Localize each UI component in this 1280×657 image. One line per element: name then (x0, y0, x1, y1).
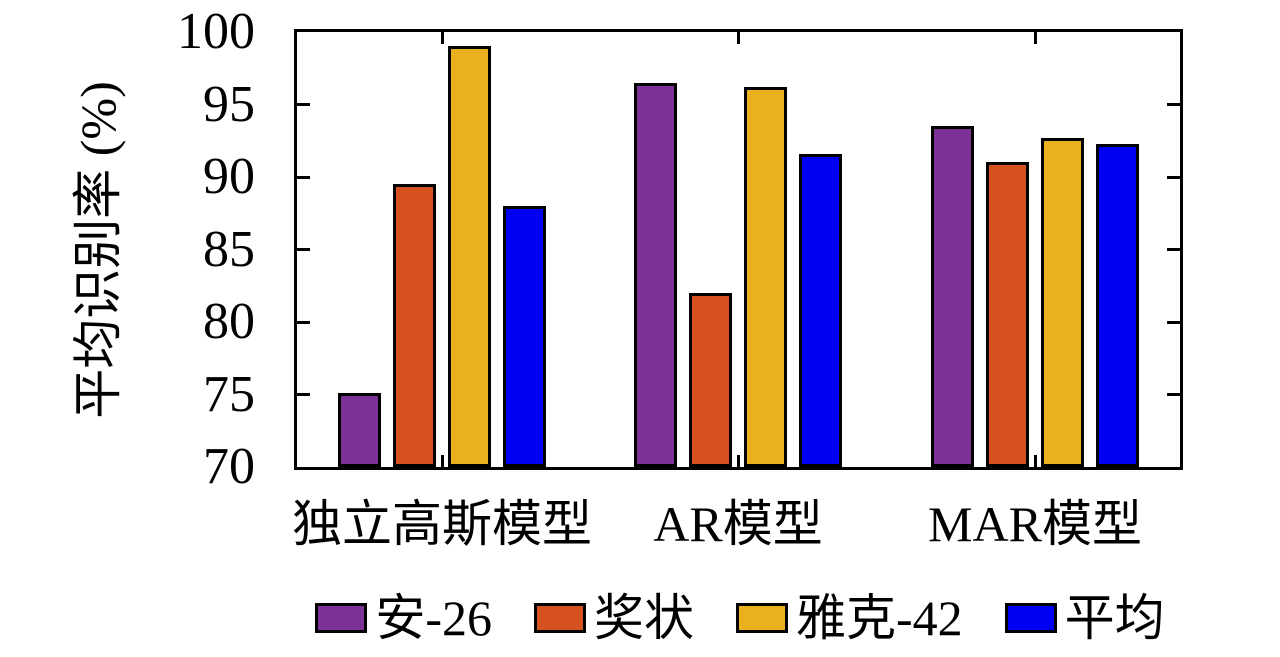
x-tick-mark-bottom (440, 455, 444, 467)
y-tick-mark-right (1167, 320, 1180, 324)
bar (393, 184, 436, 467)
y-tick-mark-left (297, 393, 310, 396)
y-tick-mark-left (297, 320, 310, 324)
y-tick-mark-left (297, 103, 310, 106)
x-tick-mark-top (736, 32, 740, 44)
legend-label: 安-26 (375, 590, 492, 646)
bar (799, 154, 842, 467)
y-tick-mark-right (1167, 248, 1180, 251)
y-tick-label: 90 (203, 148, 255, 205)
y-tick-mark-left (297, 175, 310, 179)
y-tick-label: 75 (203, 365, 255, 423)
bar (1096, 144, 1139, 467)
legend: 安-26 奖状 雅克-42 平均 (260, 586, 1220, 650)
x-category-label: 独立高斯模型 (292, 496, 592, 552)
legend-entry: 雅克-42 (736, 588, 963, 648)
y-tick-mark-right (1167, 393, 1180, 396)
x-tick-mark-bottom (1033, 455, 1037, 467)
x-tick-mark-top (1033, 32, 1037, 44)
plot-area (294, 29, 1183, 470)
y-tick-label: 95 (203, 75, 255, 133)
x-category-label: AR模型 (653, 496, 823, 552)
y-tick-label: 85 (203, 220, 255, 278)
legend-label: 平均 (1064, 590, 1165, 646)
y-tick-mark-right (1167, 175, 1180, 179)
bar (744, 87, 787, 467)
y-tick-label: 80 (203, 293, 255, 350)
bar (448, 46, 491, 467)
legend-entry: 平均 (1004, 588, 1165, 648)
legend-label: 雅克-42 (796, 590, 963, 646)
bar (986, 162, 1029, 467)
legend-entry: 安-26 (315, 588, 492, 648)
y-tick-mark-right (1167, 103, 1180, 106)
legend-label: 奖状 (594, 590, 694, 646)
bar (338, 393, 381, 467)
bar (1041, 138, 1084, 467)
bar (931, 126, 974, 467)
legend-swatch (736, 603, 788, 633)
bar (634, 83, 677, 467)
bar (689, 293, 732, 467)
x-category-label: MAR模型 (928, 496, 1142, 552)
legend-swatch (534, 603, 586, 633)
x-tick-mark-top (440, 32, 444, 44)
x-tick-mark-bottom (736, 455, 740, 467)
legend-swatch (1004, 603, 1057, 633)
legend-swatch (315, 603, 368, 633)
bar (503, 206, 546, 467)
y-tick-label: 100 (177, 3, 255, 60)
y-tick-mark-left (297, 248, 310, 251)
y-tick-label: 70 (203, 438, 255, 495)
legend-entry: 奖状 (534, 588, 694, 648)
